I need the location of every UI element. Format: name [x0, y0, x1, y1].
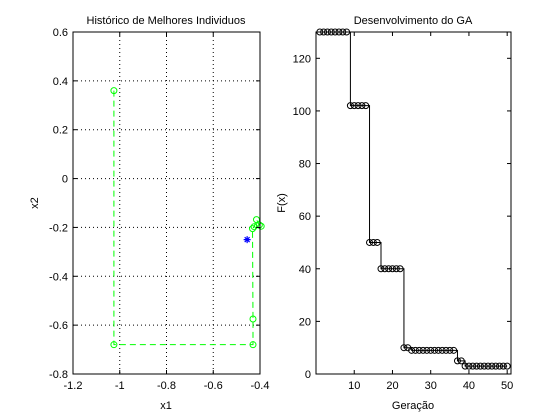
- history-x-tick-label: -1: [115, 380, 125, 392]
- history-plot-area: [73, 32, 260, 374]
- ga-data-point: [499, 362, 507, 370]
- ga-data-point: [465, 362, 473, 370]
- ga-data-point: [484, 362, 492, 370]
- ga-y-tick-label: 60: [299, 211, 311, 223]
- ga-y-tick-label: 80: [299, 159, 311, 171]
- ga-data-point: [350, 102, 358, 110]
- ga-data-point: [377, 265, 385, 273]
- ga-data-point: [388, 265, 396, 273]
- history-x-label: x1: [160, 400, 172, 412]
- ga-data-point: [453, 357, 461, 365]
- history-y-tick-label: 0.4: [53, 76, 68, 88]
- history-y-label: x2: [29, 197, 41, 209]
- ga-data-point: [369, 238, 377, 246]
- ga-data-point: [411, 346, 419, 354]
- ga-data-point: [450, 346, 458, 354]
- history-x-tick-label: -0.6: [204, 380, 223, 392]
- history-y-tick-label: -0.8: [49, 369, 68, 381]
- ga-data-point: [469, 362, 477, 370]
- ga-x-tick-label: 20: [386, 380, 398, 392]
- ga-x-tick-label: 40: [463, 380, 475, 392]
- ga-data-point: [503, 362, 511, 370]
- ga-data-point: [431, 346, 439, 354]
- ga-series: [316, 28, 511, 370]
- ga-x-tick-label: 50: [501, 380, 513, 392]
- history-x-tick-label: -0.4: [251, 380, 270, 392]
- history-y-tick-label: -0.6: [49, 320, 68, 332]
- ga-data-point: [400, 344, 408, 352]
- history-series: [110, 87, 265, 349]
- history-y-tick-label: -0.2: [49, 222, 68, 234]
- ga-data-point: [461, 362, 469, 370]
- ga-x-tick-label: 30: [425, 380, 437, 392]
- ga-data-point: [385, 265, 393, 273]
- ga-y-tick-label: 20: [299, 316, 311, 328]
- ga-data-point: [381, 265, 389, 273]
- ga-axes-box: [315, 31, 512, 375]
- ga-data-point: [457, 357, 465, 365]
- history-data-point: [257, 222, 265, 230]
- ga-data-point: [427, 346, 435, 354]
- ga-y-label: F(x): [276, 193, 288, 213]
- ga-data-point: [480, 362, 488, 370]
- history-y-tick-label: 0.2: [53, 125, 68, 137]
- ga-plot: 10 20 30 40 50 0 20 40 60 80 100 120 Desenvolviment…: [276, 15, 513, 412]
- history-data-point: [249, 225, 257, 233]
- ga-y-tick-label: 40: [299, 264, 311, 276]
- ga-data-point: [496, 362, 504, 370]
- history-y-tick-label: -0.4: [49, 271, 68, 283]
- ga-y-tick-label: 100: [293, 106, 311, 118]
- ga-data-point: [362, 102, 370, 110]
- history-x-tick-label: -1.2: [64, 380, 83, 392]
- history-data-point: [249, 315, 257, 323]
- ga-plot-area: [316, 32, 511, 374]
- ga-data-point: [346, 102, 354, 110]
- ga-ticks: 10 20 30 40 50 0 20 40 60 80 100 120: [293, 32, 513, 392]
- ga-data-point: [434, 346, 442, 354]
- ga-y-tick-label: 0: [305, 369, 311, 381]
- ga-data-point: [373, 238, 381, 246]
- history-series-line-0: [113, 90, 262, 346]
- history-ticks: -1.2 -1 -0.8 -0.6 -0.4 -0.8 -0.6 -0.4 -0.2 0 0.2 0.…: [49, 27, 269, 392]
- history-best-point: [243, 236, 251, 244]
- ga-data-point: [423, 346, 431, 354]
- history-data-point: [110, 87, 118, 95]
- history-grid: [73, 32, 260, 374]
- history-y-tick-label: 0.6: [53, 27, 68, 39]
- history-x-tick-label: -0.8: [157, 380, 176, 392]
- ga-data-point: [392, 265, 400, 273]
- ga-data-point: [488, 362, 496, 370]
- history-data-point: [255, 221, 263, 229]
- history-y-tick-label: 0: [62, 174, 68, 186]
- ga-data-point: [476, 362, 484, 370]
- ga-x-label: Geração: [392, 400, 434, 412]
- ga-data-point: [492, 362, 500, 370]
- ga-data-point: [446, 346, 454, 354]
- ga-data-point: [438, 346, 446, 354]
- ga-x-tick-label: 10: [348, 380, 360, 392]
- ga-data-point: [354, 102, 362, 110]
- ga-data-point: [366, 238, 374, 246]
- ga-y-tick-label: 120: [293, 53, 311, 65]
- ga-data-point: [408, 346, 416, 354]
- history-plot: -1.2 -1 -0.8 -0.6 -0.4 -0.8 -0.6 -0.4 -0.2 0 0.2 0.…: [29, 15, 269, 412]
- history-data-point: [252, 216, 260, 224]
- history-title: Histórico de Melhores Individuos: [87, 15, 246, 27]
- ga-title: Desenvolvimento do GA: [354, 15, 473, 27]
- history-data-point: [110, 341, 118, 349]
- ga-data-point: [396, 265, 404, 273]
- ga-data-point: [358, 102, 366, 110]
- history-data-point: [249, 341, 257, 349]
- ga-data-point: [415, 346, 423, 354]
- ga-data-point: [473, 362, 481, 370]
- ga-data-point: [419, 346, 427, 354]
- ga-data-point: [442, 346, 450, 354]
